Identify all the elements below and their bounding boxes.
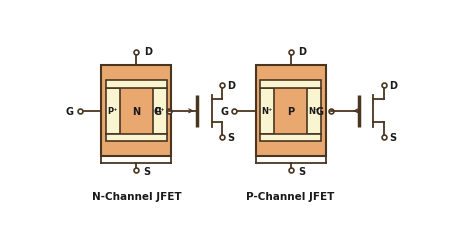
Text: G: G: [220, 106, 228, 116]
Text: D: D: [228, 81, 236, 91]
Text: N⁺: N⁺: [309, 107, 320, 116]
Text: S: S: [389, 132, 396, 142]
Text: N-Channel JFET: N-Channel JFET: [91, 191, 181, 201]
Text: G: G: [315, 106, 323, 116]
Bar: [307, 88, 321, 134]
Text: G: G: [154, 106, 161, 116]
Text: S: S: [144, 166, 151, 176]
Bar: [101, 66, 171, 157]
Bar: [106, 134, 167, 142]
Text: D: D: [389, 81, 397, 91]
Text: P⁺: P⁺: [155, 107, 165, 116]
Bar: [153, 88, 167, 134]
Text: N⁺: N⁺: [262, 107, 273, 116]
Text: G: G: [66, 106, 74, 116]
Text: S: S: [298, 166, 305, 176]
Bar: [260, 88, 274, 134]
Text: D: D: [298, 47, 306, 57]
Text: P⁺: P⁺: [108, 107, 118, 116]
Bar: [260, 134, 321, 142]
Text: D: D: [144, 47, 152, 57]
Text: P-Channel JFET: P-Channel JFET: [246, 191, 335, 201]
Bar: [256, 66, 326, 157]
Bar: [106, 81, 167, 88]
Bar: [260, 81, 321, 88]
Text: P: P: [287, 106, 294, 116]
Text: N: N: [132, 106, 140, 116]
Bar: [106, 88, 120, 134]
Text: S: S: [228, 132, 235, 142]
